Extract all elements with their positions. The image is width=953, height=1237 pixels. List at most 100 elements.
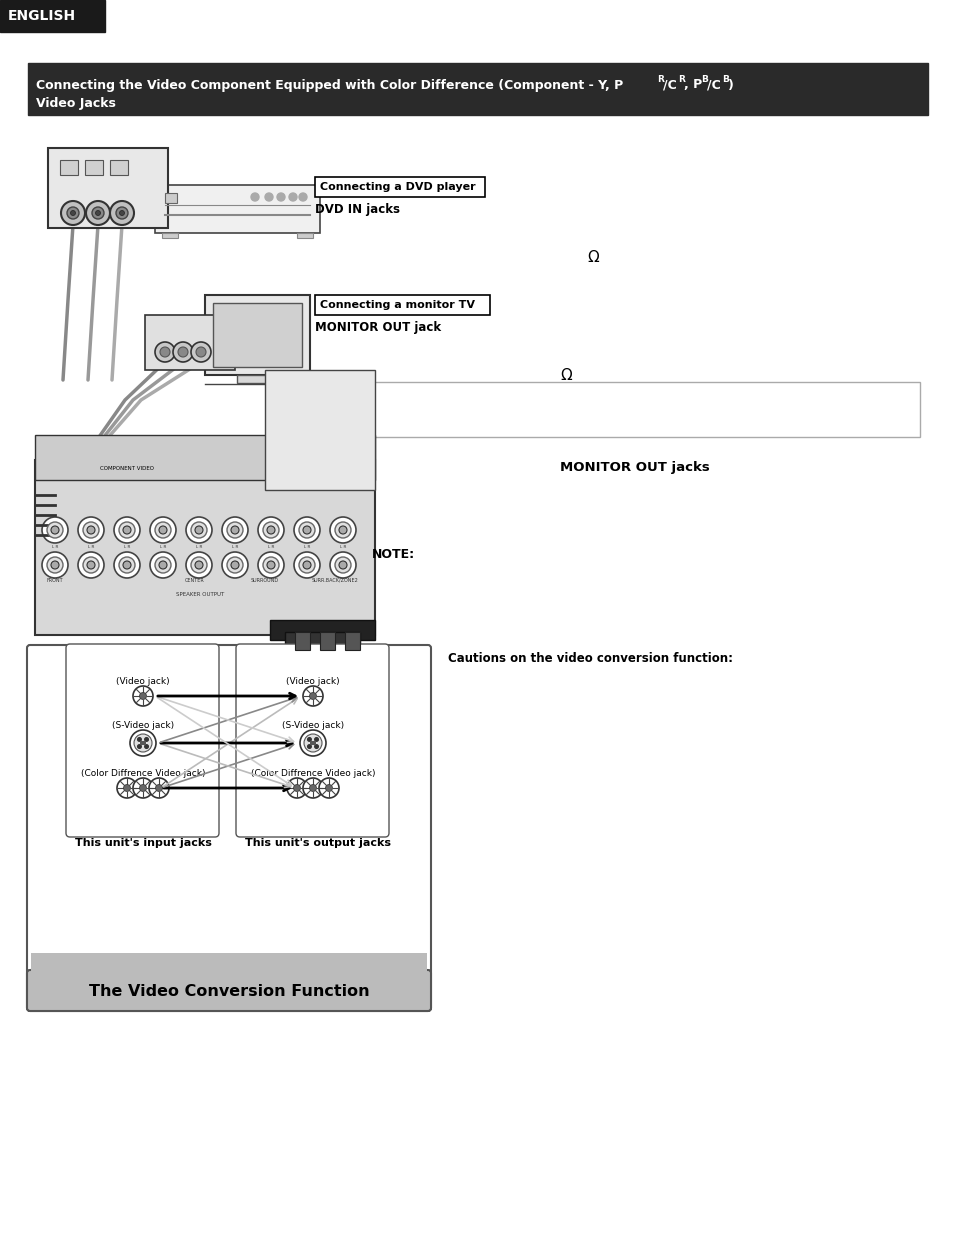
Circle shape — [309, 693, 316, 699]
Circle shape — [335, 522, 351, 538]
Circle shape — [132, 778, 152, 798]
Circle shape — [145, 737, 148, 741]
Bar — [285, 632, 359, 661]
Circle shape — [257, 517, 284, 543]
Text: R: R — [678, 75, 684, 84]
Circle shape — [132, 687, 152, 706]
Circle shape — [116, 207, 128, 219]
Circle shape — [133, 734, 152, 752]
Circle shape — [123, 526, 131, 534]
Circle shape — [83, 522, 99, 538]
Circle shape — [42, 552, 68, 578]
Circle shape — [178, 348, 188, 357]
Text: COMPONENT VIDEO: COMPONENT VIDEO — [100, 465, 153, 470]
Bar — [213, 303, 302, 367]
Circle shape — [276, 193, 285, 200]
Circle shape — [222, 552, 248, 578]
Text: L R: L R — [124, 546, 130, 549]
Text: Connecting a DVD player: Connecting a DVD player — [319, 182, 476, 192]
Text: (S-Video jack): (S-Video jack) — [112, 720, 173, 730]
Circle shape — [71, 210, 75, 215]
Circle shape — [137, 737, 141, 741]
Bar — [162, 233, 178, 238]
Text: B: B — [700, 75, 707, 84]
Text: Video Jacks: Video Jacks — [36, 98, 115, 110]
Circle shape — [194, 526, 203, 534]
Circle shape — [117, 778, 137, 798]
Circle shape — [51, 526, 59, 534]
Text: FRONT: FRONT — [47, 578, 63, 583]
Circle shape — [289, 193, 296, 200]
Circle shape — [113, 517, 140, 543]
Circle shape — [159, 526, 167, 534]
Text: (S-Video jack): (S-Video jack) — [282, 720, 344, 730]
Circle shape — [110, 200, 133, 225]
Circle shape — [330, 517, 355, 543]
Circle shape — [87, 526, 95, 534]
Circle shape — [307, 745, 311, 748]
Text: (Color Diffrence Video jack): (Color Diffrence Video jack) — [251, 768, 375, 778]
Text: , P: , P — [683, 78, 701, 92]
Circle shape — [263, 557, 278, 573]
FancyBboxPatch shape — [66, 644, 219, 837]
Circle shape — [186, 517, 212, 543]
Circle shape — [303, 778, 323, 798]
Bar — [310, 741, 315, 745]
Circle shape — [231, 562, 239, 569]
Bar — [314, 177, 484, 197]
Bar — [145, 315, 234, 370]
Bar — [165, 193, 177, 203]
Circle shape — [61, 200, 85, 225]
Circle shape — [303, 526, 311, 534]
Circle shape — [304, 734, 322, 752]
Circle shape — [267, 562, 274, 569]
Circle shape — [91, 207, 104, 219]
Text: ): ) — [727, 78, 733, 92]
Circle shape — [318, 778, 338, 798]
Bar — [372, 382, 919, 437]
Circle shape — [119, 522, 135, 538]
Circle shape — [314, 745, 318, 748]
Text: L R: L R — [339, 546, 346, 549]
Circle shape — [154, 522, 171, 538]
Text: Ω: Ω — [586, 251, 598, 266]
Bar — [205, 294, 310, 375]
Circle shape — [78, 552, 104, 578]
Bar — [48, 148, 168, 228]
Bar — [319, 632, 335, 649]
Bar — [265, 370, 375, 490]
Circle shape — [191, 341, 211, 362]
Circle shape — [194, 562, 203, 569]
Circle shape — [83, 557, 99, 573]
Text: L R: L R — [232, 546, 238, 549]
Circle shape — [338, 526, 347, 534]
Circle shape — [309, 784, 316, 792]
Bar — [345, 632, 359, 649]
Circle shape — [139, 693, 147, 699]
Text: CENTER: CENTER — [185, 578, 205, 583]
Circle shape — [294, 517, 319, 543]
Circle shape — [267, 526, 274, 534]
Circle shape — [137, 745, 141, 748]
Circle shape — [123, 562, 131, 569]
Text: NOTE:: NOTE: — [372, 548, 415, 562]
Text: SURR.BACK/ZONE2: SURR.BACK/ZONE2 — [312, 578, 358, 583]
Circle shape — [159, 562, 167, 569]
Bar — [314, 294, 490, 315]
Text: L R: L R — [160, 546, 166, 549]
Circle shape — [51, 562, 59, 569]
Bar — [35, 435, 375, 480]
Bar — [236, 375, 276, 383]
Circle shape — [155, 784, 162, 792]
Circle shape — [160, 348, 170, 357]
Circle shape — [119, 210, 125, 215]
Text: (Video jack): (Video jack) — [286, 677, 339, 685]
Circle shape — [227, 522, 243, 538]
Bar — [0, 0, 105, 32]
Circle shape — [263, 522, 278, 538]
Circle shape — [294, 784, 300, 792]
Circle shape — [130, 730, 156, 756]
Bar — [110, 160, 128, 174]
Circle shape — [299, 730, 326, 756]
Text: SPEAKER OUTPUT: SPEAKER OUTPUT — [175, 593, 224, 597]
